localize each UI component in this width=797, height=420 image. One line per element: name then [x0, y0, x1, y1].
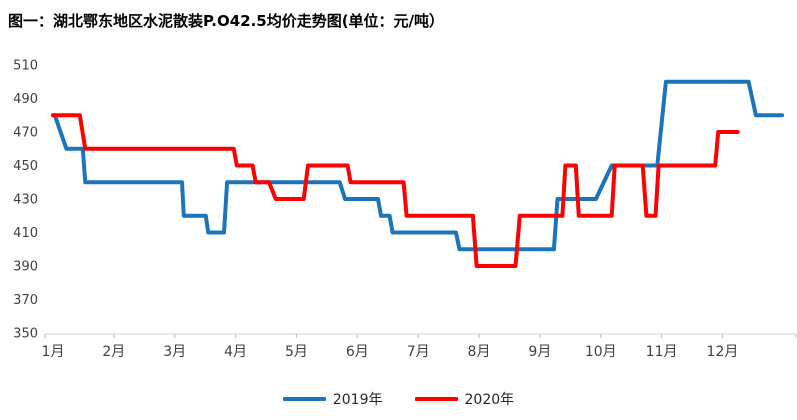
y-axis-label: 370 [13, 293, 38, 308]
y-axis-label: 490 [13, 92, 38, 107]
x-axis-label: 6月 [346, 344, 369, 360]
x-axis-label: 7月 [407, 344, 430, 360]
x-axis-label: 5月 [285, 344, 308, 360]
series-line-2020 [51, 113, 740, 268]
x-axis-label: 2月 [102, 344, 125, 360]
y-axis-label: 450 [13, 159, 38, 174]
legend-line-2019-icon [282, 397, 326, 401]
legend-label-2020: 2020年 [464, 392, 515, 408]
y-axis-label: 470 [13, 126, 38, 141]
x-axis-label: 1月 [42, 344, 65, 360]
legend-line-2020-icon [414, 397, 458, 401]
y-axis-label: 350 [13, 327, 38, 342]
y-axis-label: 510 [13, 59, 38, 74]
chart-legend: 2019年 2020年 [0, 389, 797, 409]
x-axis-label: 12月 [707, 344, 739, 360]
y-axis-label: 390 [13, 260, 38, 275]
y-axis-label: 410 [13, 226, 38, 241]
x-axis-label: 8月 [468, 344, 491, 360]
x-axis-label: 10月 [585, 344, 617, 360]
chart-title: 图一：湖北鄂东地区水泥散装P.O42.5均价走势图(单位：元/吨） [8, 12, 445, 30]
x-axis-label: 9月 [528, 344, 551, 360]
x-axis-label: 4月 [224, 344, 247, 360]
legend-item-2020: 2020年 [414, 389, 515, 409]
y-axis-label: 430 [13, 193, 38, 208]
x-axis-label: 11月 [646, 344, 678, 360]
legend-item-2019: 2019年 [282, 389, 383, 409]
legend-label-2019: 2019年 [332, 392, 383, 408]
x-axis-label: 3月 [163, 344, 186, 360]
